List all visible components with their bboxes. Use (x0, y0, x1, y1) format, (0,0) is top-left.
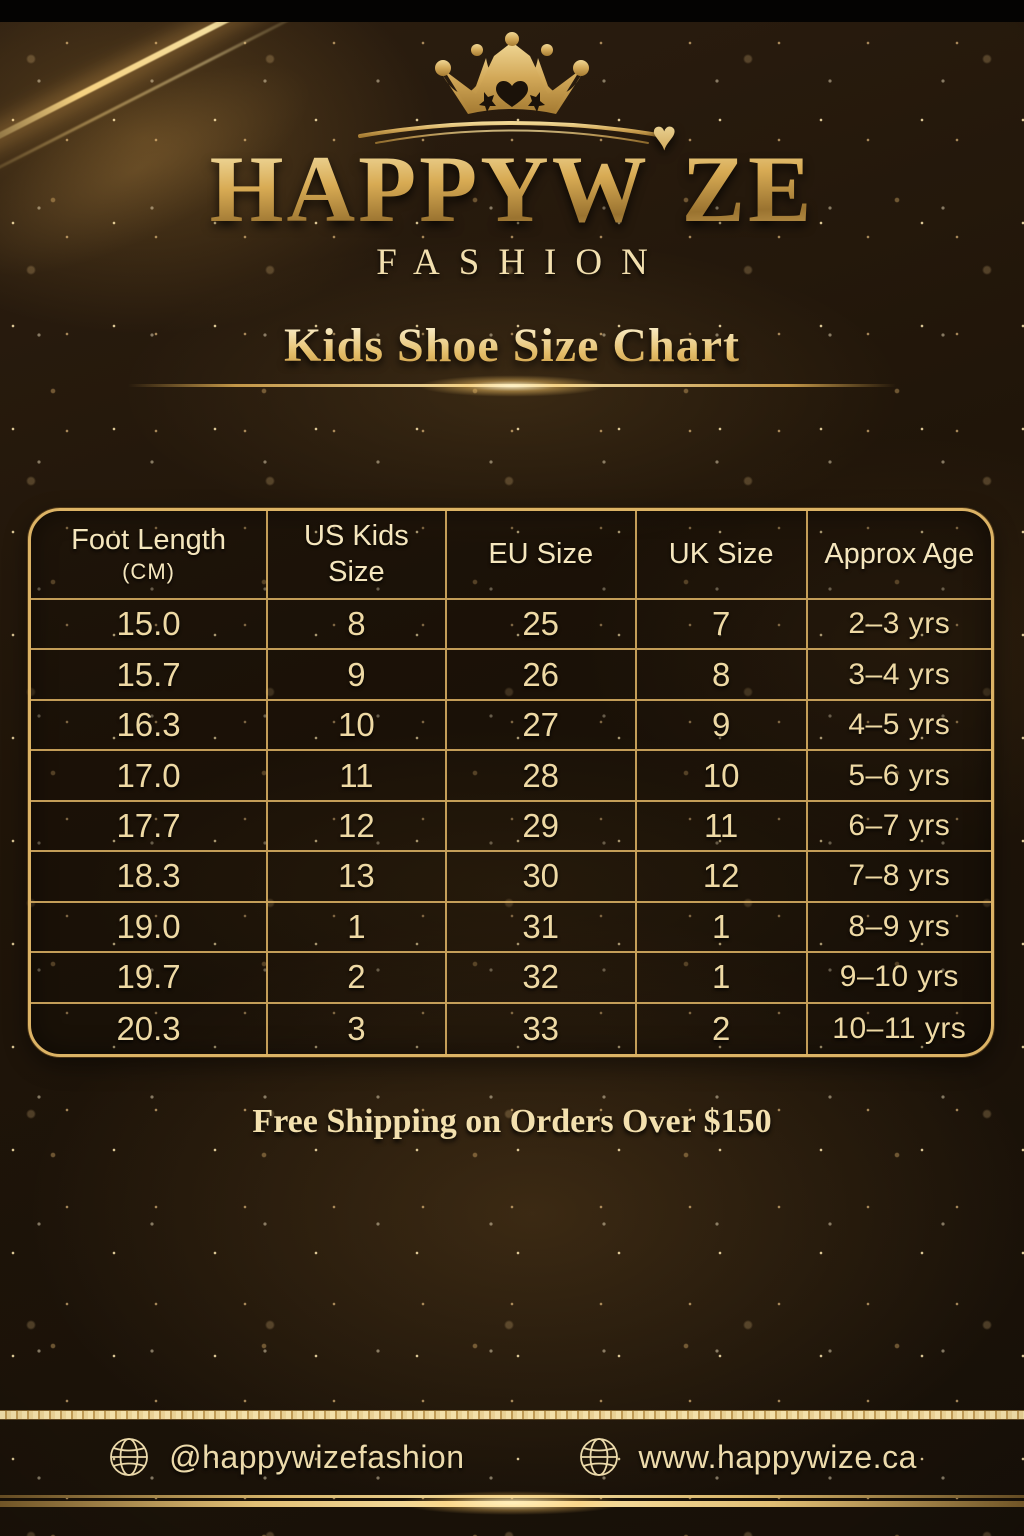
table-cell: 11 (268, 751, 447, 802)
table-cell: 3 (268, 1003, 447, 1054)
column-header-approx-age: Approx Age (807, 511, 991, 600)
page-title: Kids Shoe Size Chart (0, 318, 1024, 373)
crown-icon (358, 32, 666, 144)
header-line1: Approx Age (824, 537, 975, 570)
header-line1: Foot Length (71, 524, 226, 557)
table-cell: 17.0 (31, 751, 269, 802)
bottom-divider-thick (0, 1501, 1024, 1507)
brand-name-i-wrap: I ♥ (649, 116, 682, 238)
header-line2: (CM) (122, 558, 175, 584)
brand-name-i: I (649, 156, 682, 238)
table-cell: 28 (446, 751, 637, 802)
table-cell: 2 (637, 1003, 808, 1054)
table-cell: 9 (636, 700, 808, 752)
table-cell: 19.0 (31, 902, 269, 954)
table-cell: 17.7 (31, 801, 269, 853)
table-cell: 19.7 (31, 953, 269, 1004)
table-cell: 9 (268, 650, 447, 701)
size-chart-table: Foot Length (CM) US Kids Size EU Size UK S… (28, 508, 994, 1057)
promo-banner: Free Shipping on Orders Over $150 (252, 1103, 772, 1140)
brand-subtitle: FASHION (376, 242, 667, 283)
table-cell: 8 (268, 600, 447, 651)
table-cell: 1 (636, 953, 808, 1004)
column-header-us-kids-size: US Kids Size (268, 511, 447, 600)
table-cell: 16.3 (31, 700, 269, 752)
table-cell: 8 (636, 650, 808, 701)
header-line1: UK Size (668, 537, 774, 570)
table-cell: 4–5 yrs (807, 701, 991, 752)
table-cell: 1 (636, 902, 808, 954)
footer-website-label: www.happywize.ca (638, 1438, 917, 1475)
table-cell: 27 (446, 700, 637, 752)
table-cell: 25 (446, 600, 637, 651)
footer-social-label: @happywizefashion (169, 1438, 465, 1475)
table-cell: 9–10 yrs (807, 953, 991, 1004)
table-cell: 5–6 yrs (807, 751, 991, 802)
title-divider (128, 384, 896, 387)
table-cell: 8–9 yrs (807, 903, 991, 954)
column-header-foot-length: Foot Length (CM) (31, 511, 269, 600)
table-cell: 7–8 yrs (807, 852, 991, 903)
table-cell: 2–3 yrs (807, 600, 991, 651)
table-cell: 12 (268, 801, 447, 853)
table-cell: 31 (446, 902, 637, 954)
top-black-bar (0, 0, 1024, 22)
column-header-uk-size: UK Size (636, 511, 808, 600)
footer-top-border (0, 1410, 1024, 1420)
header-line1: EU Size (488, 537, 594, 570)
brand-name: HAPPYWI ♥ ZE (0, 116, 1024, 238)
table-cell: 33 (447, 1003, 637, 1054)
brand-logo (0, 30, 1024, 148)
globe-icon (110, 1438, 149, 1476)
table-cell: 1 (268, 902, 447, 954)
column-header-eu-size: EU Size (446, 511, 637, 600)
globe-icon (579, 1438, 618, 1476)
table-cell: 30 (446, 852, 637, 903)
footer-social-handle[interactable]: @happywizefashion (107, 1435, 464, 1479)
table-cell: 15.7 (31, 650, 269, 701)
header-line1: US Kids (304, 520, 409, 553)
table-cell: 12 (636, 852, 808, 903)
footer-website[interactable]: www.happywize.ca (577, 1435, 917, 1479)
table-cell: 6–7 yrs (807, 802, 991, 853)
table-cell: 26 (446, 650, 637, 701)
bottom-divider-thin (0, 1495, 1024, 1498)
table-cell: 2 (268, 953, 447, 1004)
heart-icon: ♥ (651, 114, 680, 160)
table-cell: 18.3 (31, 852, 269, 903)
table-cell: 20.3 (31, 1003, 269, 1054)
table-cell: 7 (636, 600, 808, 651)
footer: @happywizefashion www.happywize.ca (0, 1424, 1024, 1490)
table-cell: 29 (446, 801, 637, 853)
table-cell: 11 (636, 801, 808, 853)
table-cell: 32 (446, 953, 637, 1004)
header-line2: Size (328, 555, 385, 588)
table-cell: 15.0 (31, 600, 269, 651)
table-cell: 13 (268, 852, 447, 903)
table-cell: 10 (268, 700, 447, 752)
table-cell: 10–11 yrs (832, 1011, 967, 1045)
table-cell: 3–4 yrs (807, 650, 991, 701)
table-cell: 10 (636, 751, 808, 802)
brand-name-pre: HAPPYW (209, 136, 650, 242)
brand-name-post: ZE (681, 136, 815, 242)
